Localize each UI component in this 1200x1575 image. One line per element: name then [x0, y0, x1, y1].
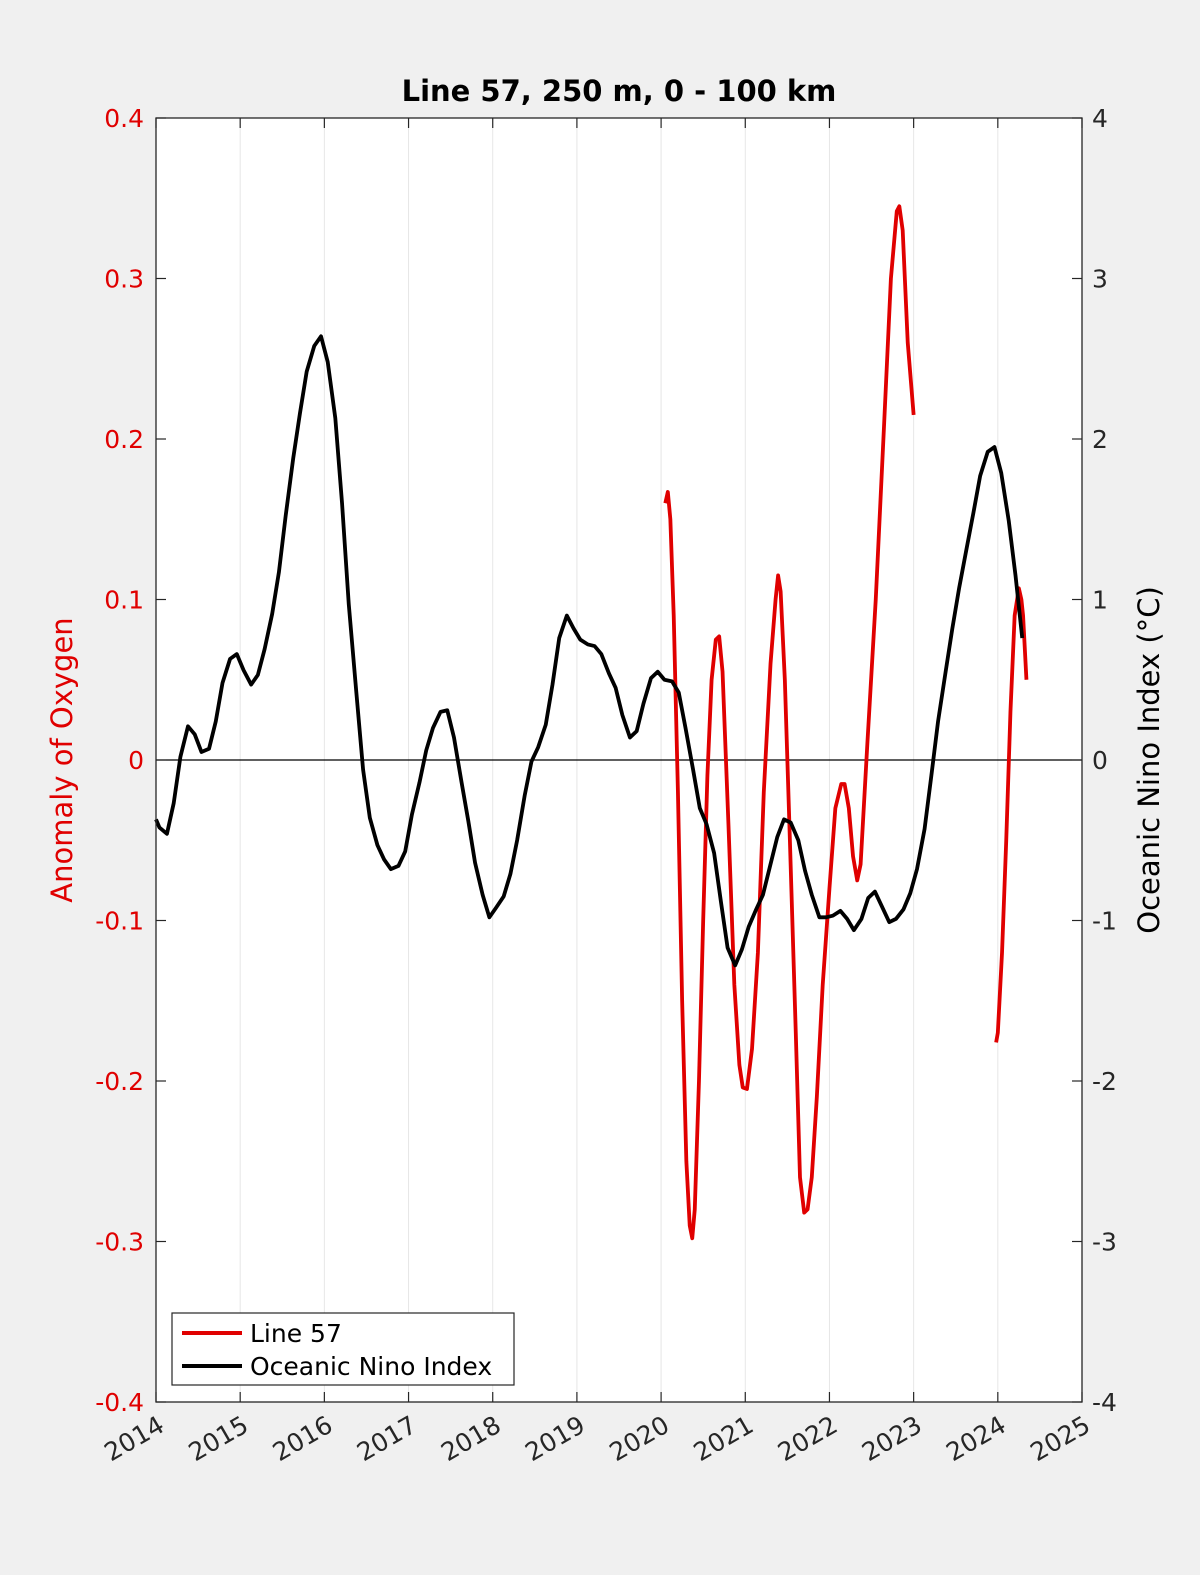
y-axis-left-label: Anomaly of Oxygen	[45, 617, 79, 902]
x-tick-label: 2022	[773, 1410, 843, 1467]
x-tick-label: 2014	[99, 1410, 169, 1467]
x-tick-label: 2023	[857, 1410, 927, 1467]
x-tick-label: 2017	[352, 1410, 422, 1467]
y-right-tick-label: -1	[1092, 907, 1117, 936]
legend-label-line57: Line 57	[250, 1319, 342, 1348]
y-right-tick-label: -3	[1092, 1228, 1117, 1257]
x-tick-label: 2015	[184, 1410, 254, 1467]
y-left-tick-label: 0	[128, 746, 144, 775]
y-axis-right-label: Oceanic Nino Index (°C)	[1132, 586, 1166, 934]
chart-title: Line 57, 250 m, 0 - 100 km	[402, 74, 837, 108]
legend-label-oni: Oceanic Nino Index	[250, 1352, 492, 1381]
legend: Line 57 Oceanic Nino Index	[171, 1312, 515, 1386]
y-left-tick-label: -0.1	[95, 907, 144, 936]
y-left-tick-label: -0.4	[95, 1388, 144, 1417]
y-left-tick-label: 0.3	[104, 265, 144, 294]
series-line-line57	[994, 586, 1029, 1043]
series-layer	[154, 204, 1029, 1241]
y-left-tick-label: 0.4	[104, 104, 144, 133]
tick-marks	[155, 117, 1083, 1403]
y-left-tick-label: -0.2	[95, 1067, 144, 1096]
y-left-tick-label: 0.2	[104, 425, 144, 454]
x-tick-label: 2025	[1025, 1410, 1095, 1467]
x-tick-label: 2021	[689, 1410, 759, 1467]
x-tick-label: 2024	[941, 1410, 1011, 1467]
tick-labels: 2014 2015 2016 2017 2018 2019 2020 2021 2022 2023…	[95, 104, 1117, 1467]
y-right-tick-label: 4	[1092, 104, 1108, 133]
x-tick-label: 2020	[604, 1410, 674, 1467]
y-right-tick-label: 2	[1092, 425, 1108, 454]
y-left-tick-label: -0.3	[95, 1228, 144, 1257]
y-right-tick-label: 1	[1092, 586, 1108, 615]
y-left-tick-label: 0.1	[104, 586, 144, 615]
x-tick-label: 2016	[268, 1410, 338, 1467]
legend-box	[171, 1312, 515, 1386]
y-right-tick-label: 3	[1092, 265, 1108, 294]
y-right-tick-label: -2	[1092, 1067, 1117, 1096]
x-tick-label: 2019	[520, 1410, 590, 1467]
x-tick-label: 2018	[436, 1410, 506, 1467]
y-right-tick-label: -4	[1092, 1388, 1117, 1417]
series-line-line57	[663, 204, 916, 1241]
series-line-oni	[154, 334, 1025, 968]
y-right-tick-label: 0	[1092, 746, 1108, 775]
